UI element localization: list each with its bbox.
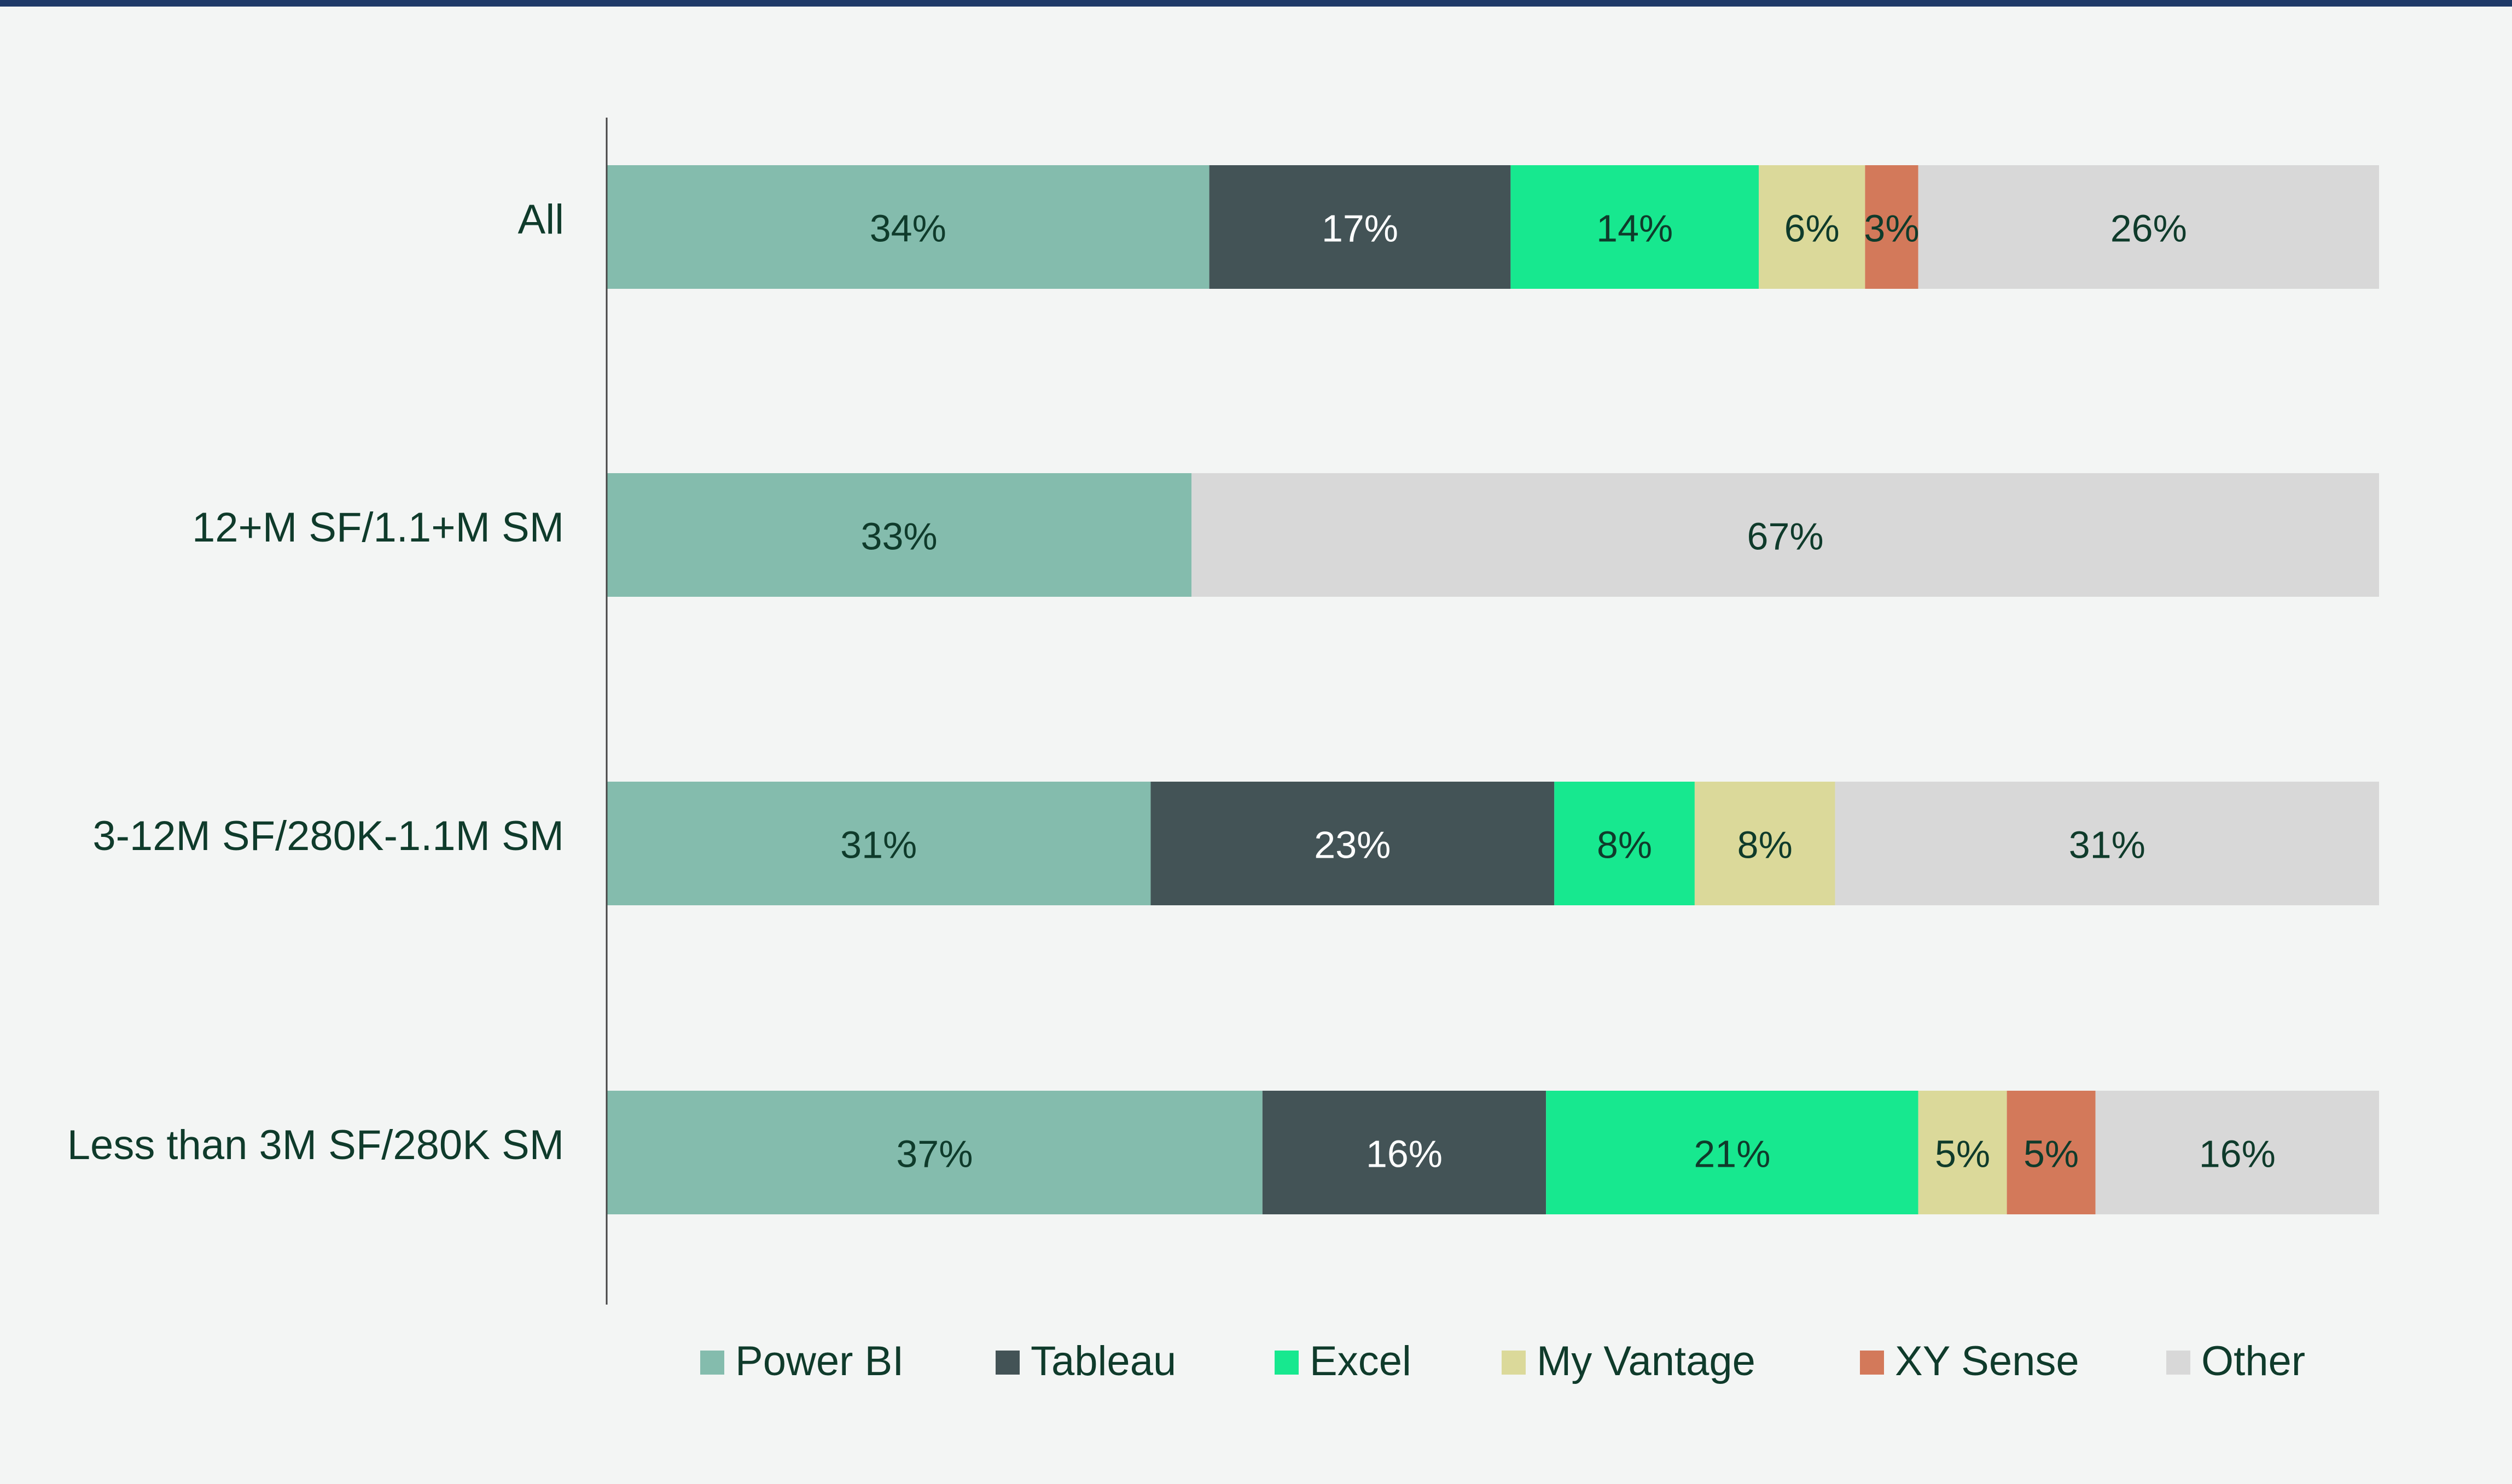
legend-item-excel: Excel bbox=[1275, 1338, 1411, 1384]
legend-swatch-excel bbox=[1275, 1351, 1299, 1375]
bar-segment-other-less-than-3m-sf-280k-sm bbox=[2095, 1091, 2379, 1214]
legend-label-other: Other bbox=[2201, 1338, 2305, 1384]
data-label-xy-sense-all: 3% bbox=[1864, 207, 1919, 249]
data-label-power-bi-12-m-sf-1-1-m-sm: 33% bbox=[861, 515, 938, 557]
bar-segment-xy-sense-less-than-3m-sf-280k-sm bbox=[2007, 1091, 2096, 1214]
category-label-12-m-sf-1-1-m-sm: 12+M SF/1.1+M SM bbox=[192, 504, 564, 551]
legend-item-power-bi: Power BI bbox=[700, 1338, 904, 1384]
bar-segment-tableau-less-than-3m-sf-280k-sm bbox=[1262, 1091, 1546, 1214]
bar-segment-tableau-all bbox=[1209, 165, 1511, 289]
data-label-other-12-m-sf-1-1-m-sm: 67% bbox=[1747, 515, 1824, 557]
data-label-tableau-3-12m-sf-280k-1-1m-sm: 23% bbox=[1314, 823, 1391, 866]
legend-label-excel: Excel bbox=[1310, 1338, 1411, 1384]
data-label-my-vantage-less-than-3m-sf-280k-sm: 5% bbox=[1935, 1132, 1990, 1175]
data-label-power-bi-3-12m-sf-280k-1-1m-sm: 31% bbox=[840, 823, 917, 866]
category-labels-group: All 12+M SF/1.1+M SM 3-12M SF/280K-1.1M SM… bbox=[67, 196, 564, 1168]
category-label-all: All bbox=[518, 196, 564, 243]
bar-segment-power-bi-3-12m-sf-280k-1-1m-sm bbox=[607, 782, 1151, 905]
legend-label-tableau: Tableau bbox=[1031, 1338, 1176, 1384]
bar-labels-group: 34% 17% 14% 6% 3% 26% 33% 67% 31% 23% 8% 8% 31% 37% 16… bbox=[840, 207, 2276, 1175]
legend: Power BI Tableau Excel My Vantage XY Sense Ot… bbox=[700, 1338, 2305, 1384]
legend-label-my-vantage: My Vantage bbox=[1537, 1338, 1755, 1384]
bar-segment-my-vantage-all bbox=[1759, 165, 1865, 289]
data-label-my-vantage-all: 6% bbox=[1784, 207, 1840, 249]
bar-segment-other-12-m-sf-1-1-m-sm bbox=[1191, 473, 2379, 597]
data-label-my-vantage-3-12m-sf-280k-1-1m-sm: 8% bbox=[1737, 823, 1793, 866]
category-label-less-than-3m-sf-280k-sm: Less than 3M SF/280K SM bbox=[67, 1122, 564, 1168]
bar-segment-other-all bbox=[1918, 165, 2379, 289]
legend-swatch-other bbox=[2166, 1351, 2190, 1375]
data-label-xy-sense-less-than-3m-sf-280k-sm: 5% bbox=[2023, 1132, 2079, 1175]
legend-swatch-my-vantage bbox=[1502, 1351, 1526, 1375]
legend-swatch-power-bi bbox=[700, 1351, 724, 1375]
data-label-other-all: 26% bbox=[2110, 207, 2187, 249]
bar-segment-other-3-12m-sf-280k-1-1m-sm bbox=[1835, 782, 2379, 905]
legend-label-power-bi: Power BI bbox=[735, 1338, 904, 1384]
data-label-tableau-less-than-3m-sf-280k-sm: 16% bbox=[1366, 1132, 1443, 1175]
legend-item-tableau: Tableau bbox=[996, 1338, 1176, 1384]
bar-segment-excel-less-than-3m-sf-280k-sm bbox=[1546, 1091, 1918, 1214]
category-label-3-12m-sf-280k-1-1m-sm: 3-12M SF/280K-1.1M SM bbox=[92, 813, 564, 859]
legend-label-xy-sense: XY Sense bbox=[1895, 1338, 2079, 1384]
data-label-power-bi-less-than-3m-sf-280k-sm: 37% bbox=[896, 1132, 973, 1175]
legend-item-my-vantage: My Vantage bbox=[1502, 1338, 1755, 1384]
bar-segment-excel-3-12m-sf-280k-1-1m-sm bbox=[1554, 782, 1695, 905]
data-label-excel-less-than-3m-sf-280k-sm: 21% bbox=[1694, 1132, 1770, 1175]
bar-segment-my-vantage-3-12m-sf-280k-1-1m-sm bbox=[1694, 782, 1835, 905]
bar-segment-power-bi-all bbox=[607, 165, 1210, 289]
bar-segment-my-vantage-less-than-3m-sf-280k-sm bbox=[1918, 1091, 2007, 1214]
legend-item-xy-sense: XY Sense bbox=[1860, 1338, 2079, 1384]
legend-swatch-tableau bbox=[996, 1351, 1020, 1375]
bars-group bbox=[607, 165, 2379, 1214]
data-label-power-bi-all: 34% bbox=[870, 207, 946, 249]
bar-segment-excel-all bbox=[1510, 165, 1759, 289]
data-label-excel-3-12m-sf-280k-1-1m-sm: 8% bbox=[1597, 823, 1652, 866]
bar-segment-power-bi-12-m-sf-1-1-m-sm bbox=[607, 473, 1192, 597]
bar-segment-xy-sense-all bbox=[1865, 165, 1918, 289]
top-rule bbox=[0, 0, 2512, 7]
bar-segment-power-bi-less-than-3m-sf-280k-sm bbox=[607, 1091, 1263, 1214]
bar-segment-tableau-3-12m-sf-280k-1-1m-sm bbox=[1150, 782, 1555, 905]
legend-swatch-xy-sense bbox=[1860, 1351, 1884, 1375]
legend-item-other: Other bbox=[2166, 1338, 2305, 1384]
data-label-tableau-all: 17% bbox=[1322, 207, 1398, 249]
data-label-other-3-12m-sf-280k-1-1m-sm: 31% bbox=[2069, 823, 2145, 866]
data-label-excel-all: 14% bbox=[1596, 207, 1673, 249]
data-label-other-less-than-3m-sf-280k-sm: 16% bbox=[2199, 1132, 2276, 1175]
